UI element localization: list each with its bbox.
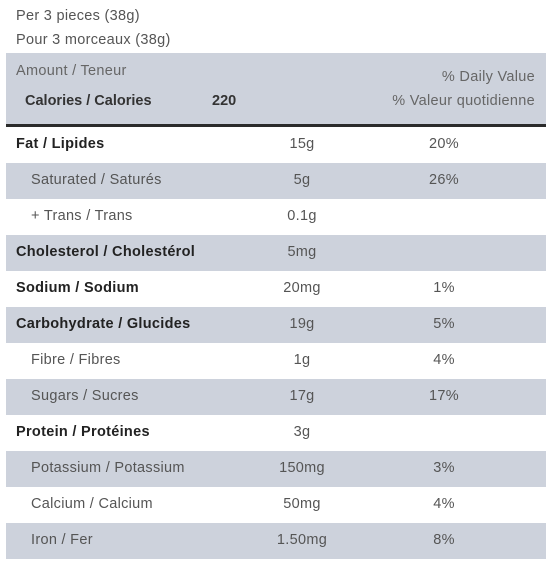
nutrient-name: Potassium / Potassium bbox=[31, 460, 185, 476]
serving-size-en: Per 3 pieces (38g) bbox=[16, 8, 140, 24]
nutrient-amount: 20mg bbox=[283, 280, 321, 296]
nutrient-name: Cholesterol / Cholestérol bbox=[16, 244, 196, 260]
nutrient-daily-value: 3% bbox=[433, 460, 455, 476]
nutrient-daily-value: 4% bbox=[433, 496, 455, 512]
nutrient-amount: 5g bbox=[293, 172, 311, 188]
nutrient-row-calcium: Calcium / Calcium 50mg 4% bbox=[6, 487, 546, 523]
nutrient-daily-value: 17% bbox=[429, 388, 459, 404]
nutrient-amount: 3g bbox=[293, 424, 311, 440]
nutrient-row-sugars: Sugars / Sucres 17g 17% bbox=[6, 379, 546, 415]
calories-label: Calories / Calories bbox=[25, 93, 152, 109]
table-header: Amount / Teneur Calories / Calories 220 … bbox=[6, 53, 546, 127]
nutrient-name: Carbohydrate / Glucides bbox=[16, 316, 191, 332]
nutrient-amount: 0.1g bbox=[287, 208, 317, 224]
nutrient-row-potassium: Potassium / Potassium 150mg 3% bbox=[6, 451, 546, 487]
nutrient-amount: 1g bbox=[293, 352, 311, 368]
nutrient-daily-value: 26% bbox=[429, 172, 459, 188]
nutrient-amount: 150mg bbox=[279, 460, 325, 476]
nutrient-name: Sodium / Sodium bbox=[16, 280, 139, 296]
nutrient-row-protein: Protein / Protéines 3g bbox=[6, 415, 546, 451]
nutrient-row-saturated: Saturated / Saturés 5g 26% bbox=[6, 163, 546, 199]
daily-value-label-fr: % Valeur quotidienne bbox=[392, 93, 535, 109]
nutrient-row-trans: + Trans / Trans 0.1g bbox=[6, 199, 546, 235]
nutrient-name: Fibre / Fibres bbox=[31, 352, 121, 368]
nutrient-name: Sugars / Sucres bbox=[31, 388, 139, 404]
nutrient-name: Calcium / Calcium bbox=[31, 496, 153, 512]
nutrient-name: Saturated / Saturés bbox=[31, 172, 162, 188]
nutrient-daily-value: 5% bbox=[433, 316, 455, 332]
calories-value: 220 bbox=[212, 93, 237, 109]
nutrient-amount: 17g bbox=[289, 388, 315, 404]
nutrient-name: Fat / Lipides bbox=[16, 136, 105, 152]
nutrient-row-fat: Fat / Lipides 15g 20% bbox=[6, 127, 546, 163]
serving-size-fr: Pour 3 morceaux (38g) bbox=[16, 32, 171, 48]
nutrient-row-fibre: Fibre / Fibres 1g 4% bbox=[6, 343, 546, 379]
nutrition-facts-table: Amount / Teneur Calories / Calories 220 … bbox=[6, 53, 546, 559]
nutrient-amount: 50mg bbox=[283, 496, 321, 512]
nutrient-row-carbohydrate: Carbohydrate / Glucides 19g 5% bbox=[6, 307, 546, 343]
nutrient-amount: 19g bbox=[289, 316, 315, 332]
amount-label: Amount / Teneur bbox=[16, 63, 127, 79]
nutrient-row-cholesterol: Cholesterol / Cholestérol 5mg bbox=[6, 235, 546, 271]
nutrient-amount: 15g bbox=[289, 136, 315, 152]
daily-value-label-en: % Daily Value bbox=[441, 69, 535, 85]
nutrient-row-iron: Iron / Fer 1.50mg 8% bbox=[6, 523, 546, 559]
nutrient-amount: 5mg bbox=[287, 244, 317, 260]
serving-size: Per 3 pieces (38g) Pour 3 morceaux (38g) bbox=[0, 0, 552, 52]
nutrient-row-sodium: Sodium / Sodium 20mg 1% bbox=[6, 271, 546, 307]
nutrient-daily-value: 4% bbox=[433, 352, 455, 368]
nutrient-daily-value: 8% bbox=[433, 532, 455, 548]
nutrient-daily-value: 20% bbox=[429, 136, 459, 152]
nutrient-name: Protein / Protéines bbox=[16, 424, 150, 440]
nutrient-daily-value: 1% bbox=[433, 280, 455, 296]
nutrient-name: Iron / Fer bbox=[31, 532, 93, 548]
nutrient-name: + Trans / Trans bbox=[31, 208, 133, 224]
nutrient-amount: 1.50mg bbox=[276, 532, 328, 548]
